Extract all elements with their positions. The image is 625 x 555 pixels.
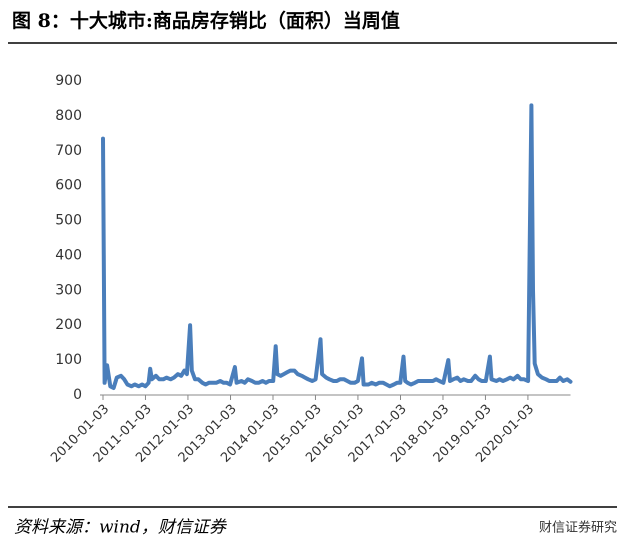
data-line <box>101 103 573 390</box>
y-tick-label: 500 <box>55 213 82 229</box>
chart-title: 图 8：十大城市:商品房存销比（面积）当周值 <box>12 9 400 32</box>
source-note: 资料来源：wind，财信证券 <box>14 518 228 538</box>
y-tick-label: 200 <box>55 317 82 333</box>
y-tick-label: 0 <box>73 387 82 403</box>
y-tick-label: 300 <box>55 282 82 298</box>
y-tick-label: 600 <box>55 178 82 194</box>
y-tick-label: 100 <box>55 352 82 368</box>
y-tick-label: 800 <box>55 108 82 124</box>
y-tick-label: 700 <box>55 143 82 159</box>
y-tick-label: 400 <box>55 247 82 263</box>
watermark: 财信证券研究 <box>539 520 617 536</box>
y-tick-label: 900 <box>55 73 82 89</box>
